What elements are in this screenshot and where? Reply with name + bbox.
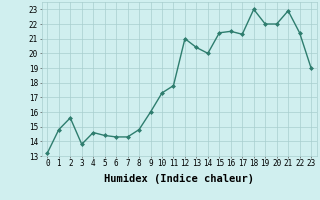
X-axis label: Humidex (Indice chaleur): Humidex (Indice chaleur) [104,174,254,184]
